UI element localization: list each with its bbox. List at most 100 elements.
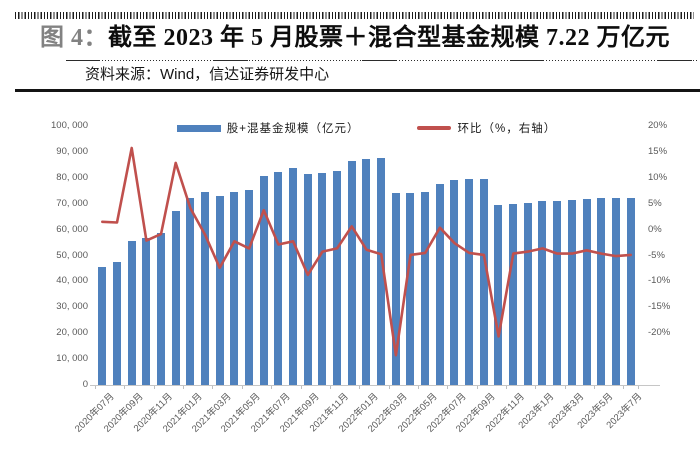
bar-slot	[535, 126, 550, 385]
bar-2023年4月	[582, 198, 591, 385]
bar-2021年06月	[259, 176, 268, 385]
bar-slot	[462, 126, 477, 385]
bar-2022年08月	[465, 179, 474, 385]
bar-slot	[227, 126, 242, 385]
right-axis-tick-label: 0%	[648, 223, 662, 235]
x-axis-tick	[623, 386, 625, 389]
bar-2023年3月	[567, 200, 576, 385]
bar-slot	[315, 126, 330, 385]
bar-slot	[242, 126, 257, 385]
bar-slot	[579, 126, 594, 385]
bar-slot	[124, 126, 139, 385]
bar-2021年08月	[289, 167, 298, 385]
left-axis-tick-label: 20, 000	[56, 327, 88, 339]
source-note: 资料来源：Wind，信达证券研发中心	[85, 66, 330, 83]
left-axis-tick-label: 80, 000	[56, 171, 88, 183]
chart-legend: 股+混基金规模（亿元） 环比（%，右轴）	[95, 119, 638, 137]
x-axis-tick	[212, 386, 214, 389]
bar-slot	[154, 126, 169, 385]
bar-series-swatch	[176, 124, 221, 132]
bar-2021年10月	[318, 172, 327, 385]
bar-2021年09月	[303, 174, 312, 385]
x-axis-tick	[329, 386, 331, 389]
x-axis-tick	[153, 386, 155, 389]
bar-2021年12月	[347, 161, 356, 385]
x-axis-tick	[564, 386, 566, 389]
bar-slot	[330, 126, 345, 385]
bar-slot	[594, 126, 609, 385]
x-axis-line	[90, 385, 660, 386]
bar-slot	[344, 126, 359, 385]
x-axis-tick	[124, 386, 126, 389]
bar-slot	[271, 126, 286, 385]
bar-slot	[374, 126, 389, 385]
bar-2023年6月	[611, 198, 620, 385]
bar-slot	[491, 126, 506, 385]
right-axis-tick-label: 20%	[648, 120, 668, 131]
x-axis-tick	[388, 386, 390, 389]
title-dotted-divider	[66, 60, 697, 61]
x-axis-tick	[359, 386, 361, 389]
x-axis-tick	[183, 386, 185, 389]
x-axis-tick	[505, 386, 507, 389]
bar-2021年04月	[230, 191, 239, 385]
bar-2022年03月	[391, 193, 400, 385]
bar-slot	[418, 126, 433, 385]
right-axis-tick-label: -5%	[648, 249, 665, 261]
bar-2022年09月	[479, 179, 488, 385]
x-axis-tick	[300, 386, 302, 389]
left-axis-tick-label: 100, 000	[51, 120, 88, 131]
bar-slot	[447, 126, 462, 385]
bar-2020年12月	[171, 211, 180, 385]
bar-2021年11月	[333, 170, 342, 385]
bar-2022年04月	[406, 193, 415, 385]
right-axis-tick-label: -15%	[648, 301, 671, 313]
left-axis-tick-label: 50, 000	[56, 249, 88, 261]
bar-slot	[168, 126, 183, 385]
bar-2021年07月	[274, 172, 283, 385]
right-axis-tick-label: 10%	[648, 171, 668, 183]
bar-slot	[300, 126, 315, 385]
bar-2021年03月	[215, 195, 224, 385]
bar-2023年2月	[553, 200, 562, 385]
left-axis-tick-label: 30, 000	[56, 301, 88, 313]
bar-series	[95, 126, 638, 385]
bar-slot	[520, 126, 535, 385]
line-series-label: 环比（%，右轴）	[457, 123, 557, 135]
bar-2022年12月	[523, 203, 532, 385]
figure-title-row: 图 4：截至 2023 年 5 月股票＋混合型基金规模 7.22 万亿元	[40, 22, 695, 54]
right-axis-tick-label: 5%	[648, 197, 662, 209]
left-axis-tick-label: 70, 000	[56, 197, 88, 209]
bar-2020年10月	[142, 237, 151, 385]
figure-title: 截至 2023 年 5 月股票＋混合型基金规模 7.22 万亿元	[108, 25, 670, 51]
right-axis-tick-label: 15%	[648, 145, 668, 157]
top-hatch-border	[15, 12, 694, 19]
bar-slot	[565, 126, 580, 385]
x-axis-tick	[417, 386, 419, 389]
bar-2022年02月	[377, 158, 386, 385]
left-axis-tick-label: 90, 000	[56, 145, 88, 157]
bar-slot	[256, 126, 271, 385]
bar-2022年01月	[362, 158, 371, 385]
legend-item-line-series: 环比（%，右轴）	[417, 120, 556, 136]
bar-2020年07月	[98, 267, 107, 385]
x-axis-tick	[476, 386, 478, 389]
left-axis-tick-label: 60, 000	[56, 223, 88, 235]
bar-slot	[359, 126, 374, 385]
x-axis-tick	[594, 386, 595, 389]
bar-2021年02月	[201, 192, 210, 385]
bar-2020年11月	[157, 232, 166, 385]
bar-2020年09月	[127, 241, 136, 385]
bar-slot	[110, 126, 125, 385]
mom-change-line	[101, 146, 633, 357]
bar-slot	[198, 126, 213, 385]
bar-slot	[388, 126, 403, 385]
bar-2021年05月	[245, 189, 254, 385]
bar-2023年7月	[626, 198, 635, 385]
line-series	[101, 146, 633, 357]
x-axis-tick	[535, 386, 537, 389]
x-axis-tick	[95, 386, 96, 389]
bar-slot	[432, 126, 447, 385]
